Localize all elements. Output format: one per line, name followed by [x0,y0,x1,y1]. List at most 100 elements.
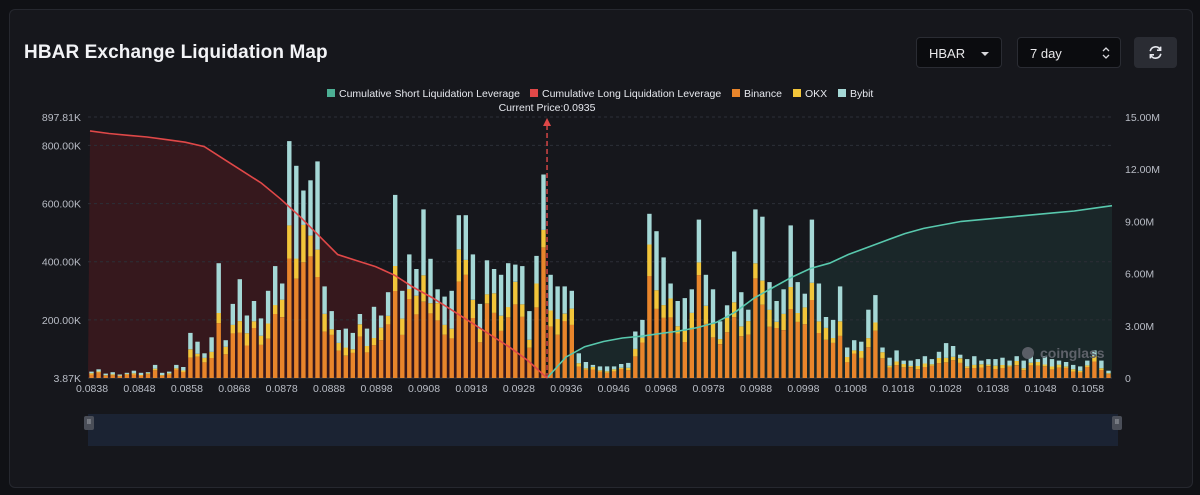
bar-okx [1056,364,1062,368]
bar-binance [852,353,857,378]
bar-bybit [710,289,716,324]
zoom-scrollbar[interactable] [88,414,1118,446]
coin-select[interactable]: HBAR [916,37,1002,68]
bar-bybit [837,286,843,322]
short-cumulative-line [546,204,1113,379]
bar-bybit [682,298,687,331]
legend-label: OKX [805,88,827,100]
bar-bybit [1035,359,1041,362]
bar-binance [160,375,165,378]
bar-okx [788,287,793,309]
period-select[interactable]: 7 day [1017,37,1121,68]
bar-bybit [513,264,518,282]
bar-okx [96,371,101,373]
bar-bybit [322,286,327,314]
bar-binance [534,307,539,378]
bar-bybit [329,311,334,330]
bar-bybit [152,364,158,369]
bar-bybit [1106,370,1111,374]
bar-bybit [619,364,624,368]
bar-binance [823,339,829,378]
bar-okx [724,317,730,333]
bar-bybit [823,317,829,328]
bar-binance [280,317,285,378]
bar-okx [583,368,589,370]
bar-okx [597,370,603,372]
bar-okx [1028,362,1033,366]
refresh-button[interactable] [1134,37,1177,68]
updown-icon [1102,47,1110,59]
bar-binance [484,303,490,378]
y-right-tick-label: 15.00M [1125,112,1160,124]
y-left-tick-label: 897.81K [42,112,81,124]
bar-bybit [675,301,680,327]
bar-binance [498,330,504,378]
bar-okx [576,363,581,367]
chart-panel [9,9,1193,488]
bar-binance [604,372,610,378]
legend-swatch [732,89,740,97]
bar-binance [689,329,694,378]
bar-okx [160,375,165,376]
bar-bybit [258,318,264,336]
y-left-tick-label: 600.00K [42,199,81,211]
bar-okx [696,262,702,276]
bar-bybit [315,161,320,250]
x-tick-label: 0.0848 [123,383,155,395]
bar-okx [943,358,949,363]
bar-bybit [640,319,645,338]
bar-binance [124,374,130,378]
bar-bybit [901,360,906,364]
bar-binance [845,362,850,378]
bar-binance [89,374,94,378]
bar-binance [414,314,419,378]
current-price-arrow [543,118,552,126]
bar-okx [915,366,920,370]
bar-bybit [887,357,892,366]
bar-bybit [958,354,963,359]
bar-okx [703,305,709,324]
bar-bybit [668,283,673,299]
bar-bybit [788,225,793,287]
legend-label: Cumulative Short Liquidation Leverage [339,88,520,100]
bar-okx [174,368,179,370]
bar-bybit [654,231,659,291]
bar-binance [336,350,341,378]
bar-bybit [936,351,942,358]
bar-okx [280,299,285,318]
bar-bybit [1099,360,1104,369]
bar-okx [611,369,617,372]
bar-binance [682,341,687,378]
bar-okx [732,302,737,318]
zoom-handle-left[interactable]: II [84,416,94,430]
bar-bybit [287,141,292,226]
bar-binance [873,330,878,378]
bar-bybit [145,372,151,374]
bar-bybit [555,286,560,319]
bar-okx [1092,356,1097,362]
bar-okx [753,263,758,279]
bar-okx [647,244,652,276]
bar-bybit [350,332,355,350]
legend-label: Bybit [850,88,873,100]
bar-okx [1000,364,1005,368]
bar-binance [922,367,928,378]
bar-bybit [442,296,447,325]
zoom-handle-right[interactable]: II [1112,416,1122,430]
x-tick-label: 0.0998 [787,383,819,395]
bar-binance [195,356,200,378]
bar-okx [958,358,963,363]
y-left-tick-label: 200.00K [42,315,81,327]
bar-okx [682,330,687,342]
bar-okx [428,303,433,314]
bar-binance [350,352,355,378]
bar-bybit [1071,364,1076,370]
bar-okx [534,283,539,308]
bar-okx [710,323,716,338]
bar-okx [251,321,257,328]
bar-okx [626,367,631,371]
bar-bybit [1085,360,1090,366]
bar-binance [993,369,998,378]
x-tick-label: 0.0898 [361,383,393,395]
bar-binance [506,317,511,378]
